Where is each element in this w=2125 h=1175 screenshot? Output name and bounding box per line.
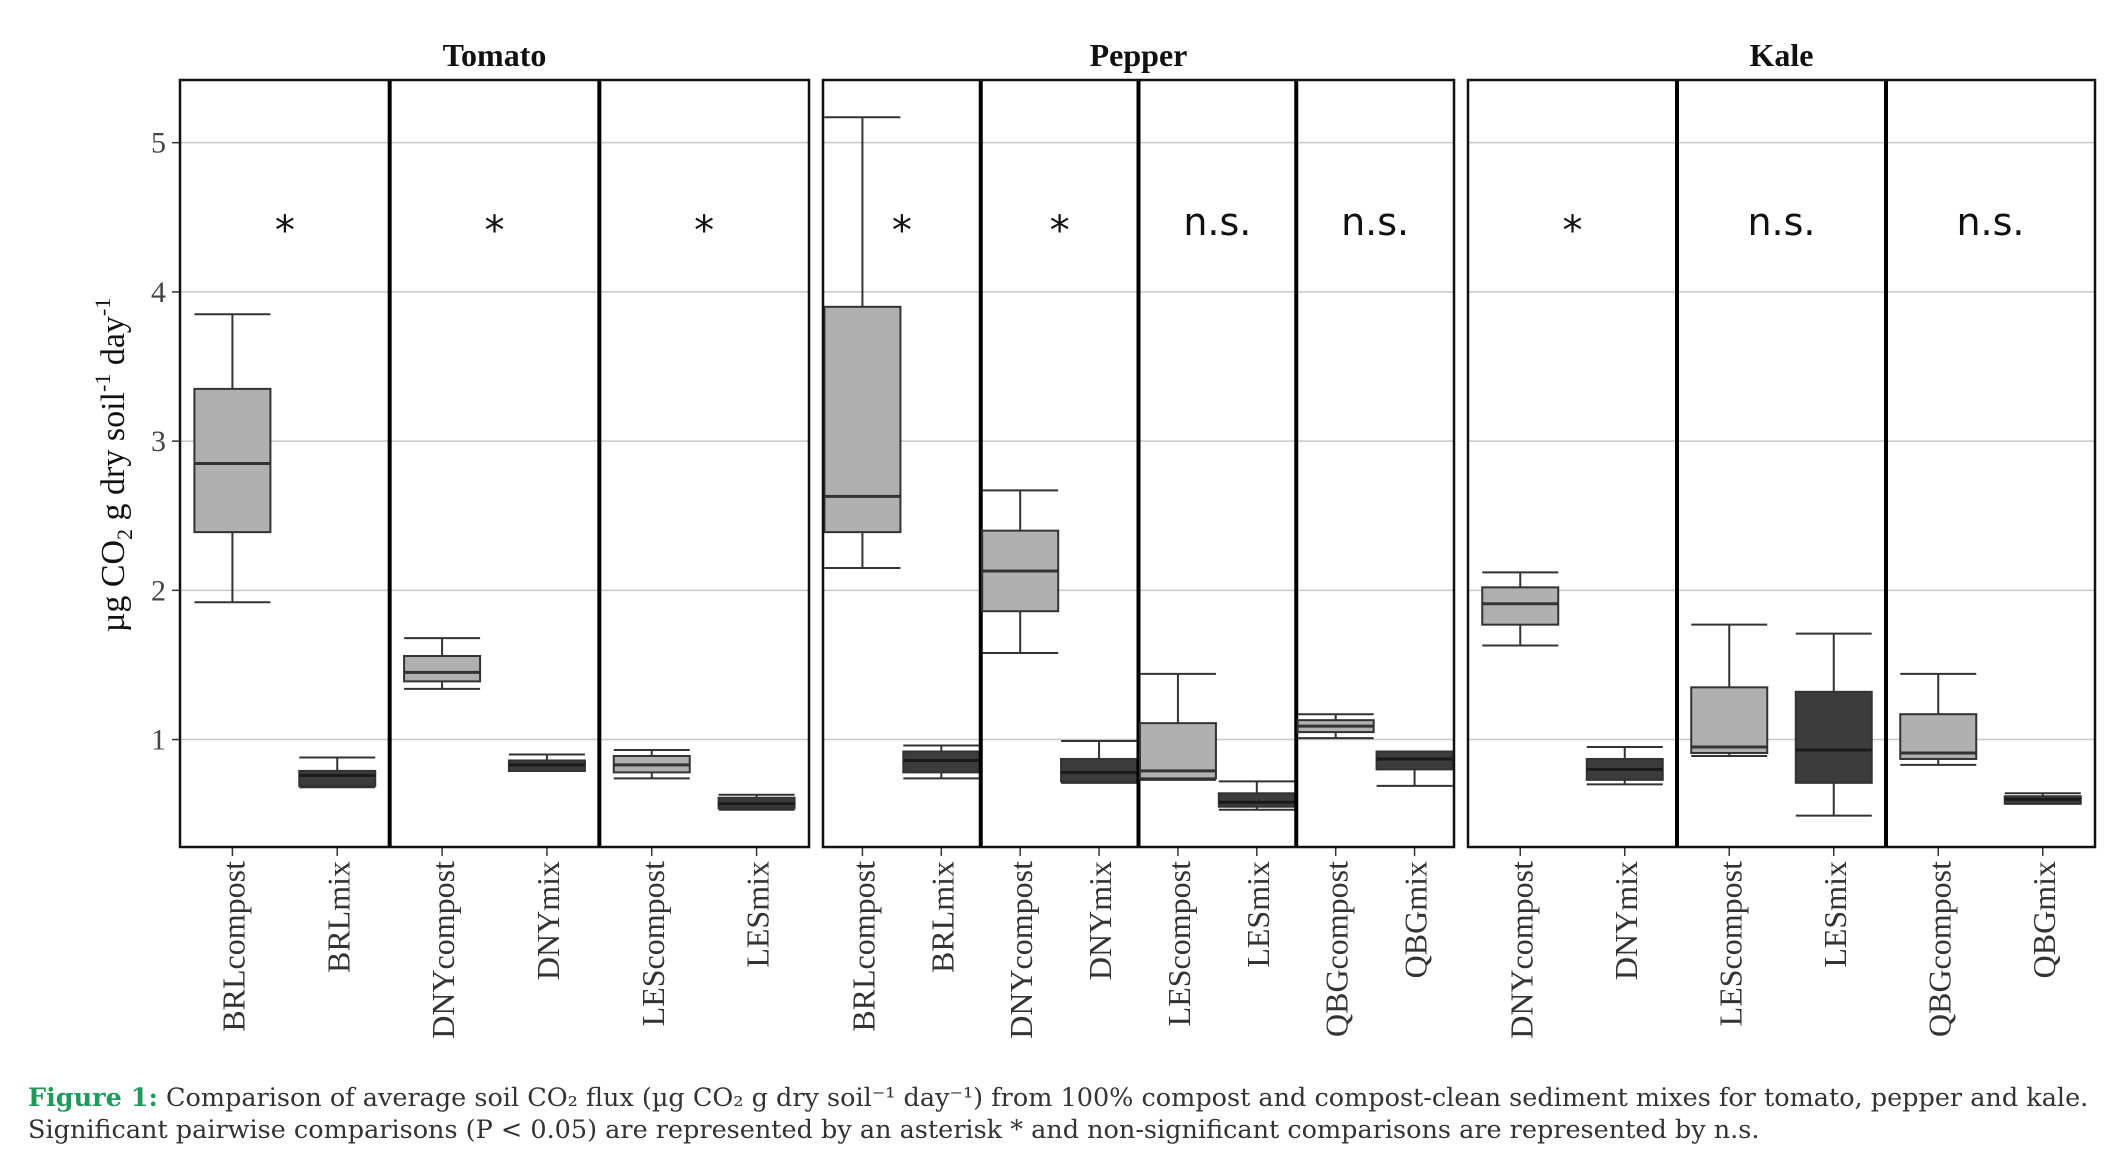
caption-text: Comparison of average soil CO₂ flux (µg … <box>28 1083 2089 1145</box>
panel-title-tomato: Tomato <box>443 37 547 73</box>
significance-annotation: * <box>694 208 714 254</box>
significance-annotation: n.s. <box>1956 200 2024 244</box>
y-tick-label: 3 <box>151 425 166 458</box>
boxplot-chart: 1 2 3 4 5 µg CO2 g dry soil-1 day-1 Tomato * BRL… <box>90 37 2097 1039</box>
box-brlcompost <box>823 305 902 534</box>
panel-border <box>178 78 811 849</box>
box-lesmix <box>1794 690 1873 784</box>
panel-background <box>1468 80 2095 847</box>
significance-annotation: n.s. <box>1747 200 1815 244</box>
x-tick-label: LESmix <box>740 861 776 968</box>
significance-annotation: n.s. <box>1183 200 1251 244</box>
panel-background <box>180 80 809 847</box>
significance-annotation: n.s. <box>1341 200 1409 244</box>
x-tick-label: LEScompost <box>1712 861 1748 1026</box>
x-tick-label: LEScompost <box>635 861 671 1026</box>
significance-annotation: * <box>1050 208 1070 254</box>
x-tick-label: QBGmix <box>1398 861 1434 978</box>
y-axis-label: µg CO2 g dry soil-1 day-1 <box>90 298 137 633</box>
box-dnycompost <box>403 654 482 683</box>
x-tick-label: DNYmix <box>1608 861 1644 980</box>
box-lescompost <box>1690 686 1769 754</box>
x-tick-label: DNYcompost <box>1003 861 1039 1039</box>
x-tick-label: DNYmix <box>1082 861 1118 980</box>
box-dnymix <box>1060 757 1139 783</box>
x-tick-label: DNYmix <box>530 861 566 980</box>
box-brlcompost <box>193 387 272 534</box>
x-tick-label: BRLcompost <box>215 861 251 1032</box>
x-tick-label: LESmix <box>1240 861 1276 968</box>
significance-annotation: * <box>1563 208 1583 254</box>
x-tick-label: BRLmix <box>924 861 960 973</box>
panel-title-kale: Kale <box>1750 37 1814 73</box>
significance-annotation: * <box>485 208 505 254</box>
panel-border <box>821 78 1456 849</box>
caption-label: Figure 1: <box>28 1083 158 1113</box>
panel-title-pepper: Pepper <box>1090 37 1188 73</box>
y-tick-label: 1 <box>151 724 166 757</box>
box-dnycompost <box>1481 586 1560 626</box>
x-tick-label: LEScompost <box>1161 861 1197 1026</box>
x-tick-label: QBGcompost <box>1319 861 1355 1037</box>
x-tick-label: DNYcompost <box>1503 861 1539 1039</box>
box-lescompost <box>1138 722 1217 780</box>
significance-annotation: * <box>892 208 912 254</box>
significance-annotation: * <box>275 208 295 254</box>
box-lesmix <box>1217 792 1296 808</box>
x-tick-label: LESmix <box>1817 861 1853 968</box>
x-tick-label: BRLmix <box>320 861 356 973</box>
x-tick-label: DNYcompost <box>425 861 461 1039</box>
box-brlmix <box>298 769 377 787</box>
x-tick-label: QBGmix <box>2026 861 2062 978</box>
y-tick-label: 2 <box>151 574 166 607</box>
y-tick-label: 4 <box>151 276 166 309</box>
y-tick-label: 5 <box>151 127 166 160</box>
x-tick-label: BRLcompost <box>845 861 881 1032</box>
panel-border <box>1466 78 2097 849</box>
figure-caption: Figure 1: Comparison of average soil CO₂… <box>28 1082 2108 1146</box>
x-tick-label: QBGcompost <box>1921 861 1957 1037</box>
